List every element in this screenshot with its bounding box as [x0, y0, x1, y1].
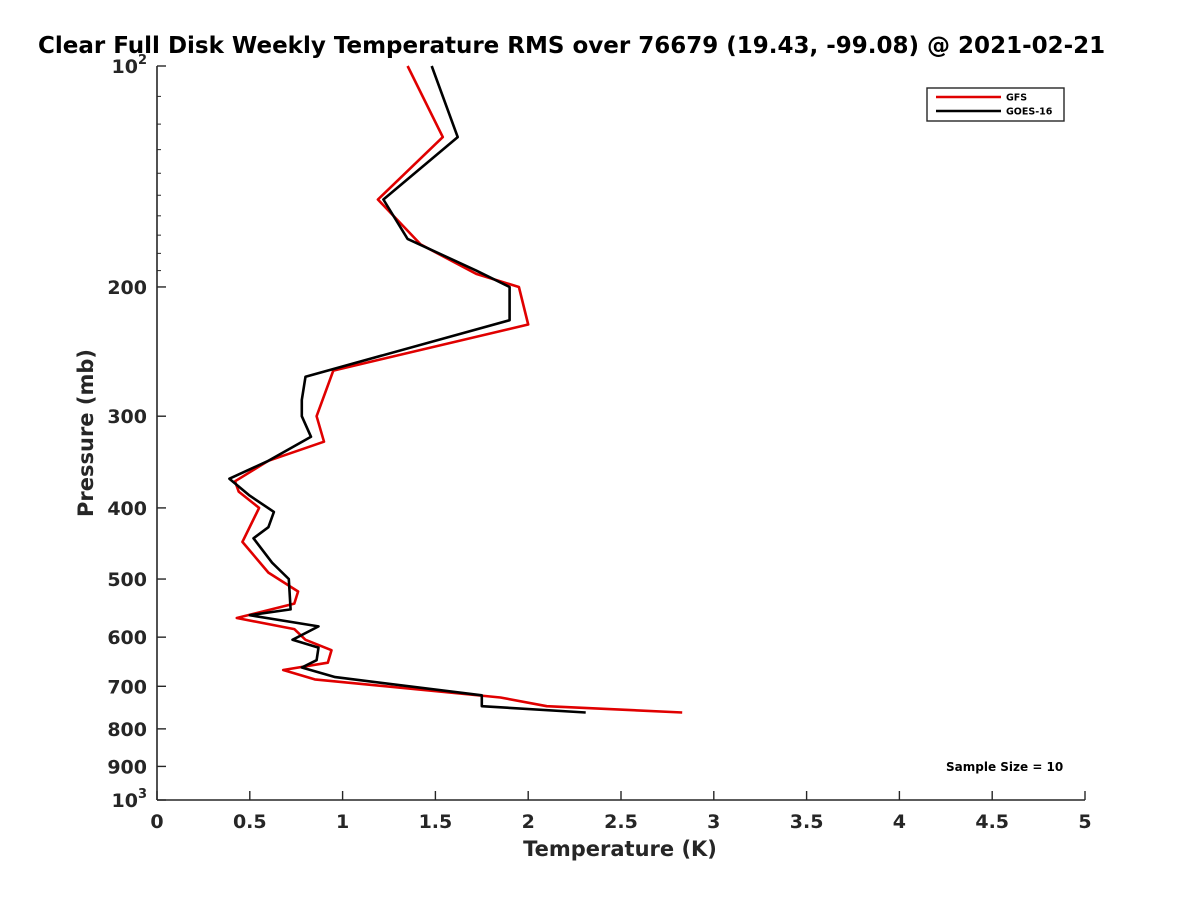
y-axis-label: Pressure (mb) [74, 349, 98, 517]
sample-size-annotation: Sample Size = 10 [946, 760, 1063, 774]
y-tick-label: 800 [107, 719, 147, 741]
x-tick-label: 4.5 [975, 811, 1009, 833]
x-tick-label: 4 [893, 811, 906, 833]
x-axis-label: Temperature (K) [523, 837, 717, 861]
legend-label: GOES-16 [1006, 107, 1053, 118]
y-tick-label: 700 [107, 676, 147, 698]
legend-box [926, 87, 1065, 122]
chart-title: Clear Full Disk Weekly Temperature RMS o… [38, 33, 1105, 59]
axes: 0 0.5 1 1.5 2 2.5 3 3.5 4 4.5 5 102 200 300 400 500 600 7… [107, 53, 1091, 833]
x-tick-label: 0.5 [233, 811, 267, 833]
series-line-goes-16 [228, 65, 586, 714]
y-tick-label: 500 [107, 569, 147, 591]
legend-label: GFS [1006, 93, 1027, 104]
y-tick-label: 400 [107, 498, 147, 520]
y-tick-label: 900 [107, 756, 147, 778]
y-tick-label: 300 [107, 406, 147, 428]
x-tick-label: 2 [522, 811, 535, 833]
x-tick-label: 5 [1078, 811, 1091, 833]
x-tick-label: 1.5 [419, 811, 453, 833]
x-tick-label: 3 [707, 811, 720, 833]
x-tick-label: 0 [150, 811, 163, 833]
x-tick-label: 2.5 [604, 811, 638, 833]
y-tick-label: 102 [112, 53, 148, 78]
series-layer [228, 65, 683, 714]
legend: GFS GOES-16 [926, 87, 1065, 122]
y-tick-label: 103 [112, 787, 148, 812]
y-tick-label: 600 [107, 627, 147, 649]
y-tick-label: 200 [107, 277, 147, 299]
x-tick-label: 1 [336, 811, 349, 833]
x-tick-label: 3.5 [790, 811, 824, 833]
